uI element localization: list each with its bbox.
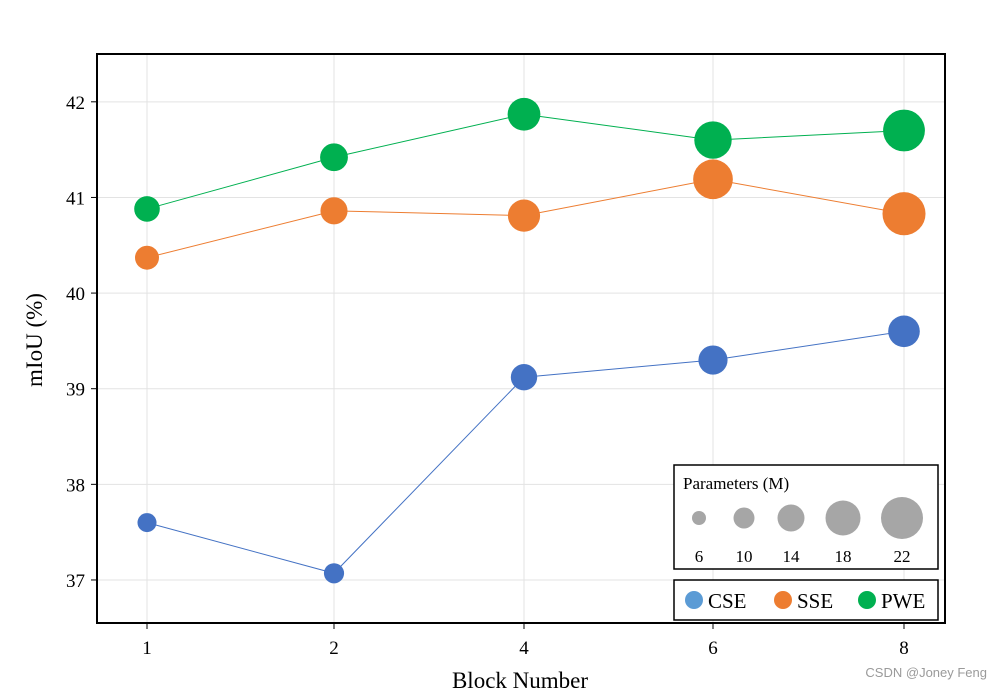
size-legend-bubble — [777, 504, 805, 532]
point-cse — [137, 513, 157, 533]
x-tick-label: 2 — [329, 638, 339, 659]
size-legend-label: 18 — [835, 547, 852, 566]
y-tick-label: 37 — [66, 571, 85, 592]
x-tick-label: 4 — [519, 638, 529, 659]
point-sse — [693, 159, 733, 200]
point-pwe — [883, 109, 925, 152]
series-layer — [134, 97, 926, 584]
point-sse — [507, 199, 541, 232]
point-pwe — [694, 121, 732, 159]
size-legend-label: 14 — [783, 547, 801, 566]
size-legend: Parameters (M) 6 10 14 18 22 — [673, 464, 939, 570]
size-legend-bubble — [692, 511, 706, 525]
legend-label-pwe: PWE — [881, 589, 925, 613]
legend-label-sse: SSE — [797, 589, 833, 613]
legend-marker-pwe — [858, 591, 876, 609]
point-cse — [698, 345, 728, 375]
point-cse — [323, 563, 345, 584]
point-pwe — [320, 143, 348, 172]
legend-label-cse: CSE — [708, 589, 747, 613]
series-legend: CSE SSE PWE — [673, 579, 939, 621]
x-tick-label: 6 — [708, 638, 718, 659]
y-tick-label: 40 — [66, 284, 85, 305]
axis-layer: 1 2 4 6 8 37 38 39 40 41 42 — [66, 93, 909, 659]
y-tick-label: 39 — [66, 380, 85, 401]
watermark: CSDN @Joney Feng — [865, 665, 987, 680]
size-legend-label: 6 — [695, 547, 704, 566]
size-legend-label: 10 — [736, 547, 753, 566]
x-tick-label: 8 — [899, 638, 909, 659]
legend-marker-cse — [685, 591, 703, 609]
y-tick-label: 42 — [66, 93, 85, 114]
point-sse — [882, 192, 926, 236]
x-tick-label: 1 — [142, 638, 152, 659]
size-legend-bubble — [825, 500, 861, 536]
legend-marker-sse — [774, 591, 792, 609]
point-pwe — [134, 196, 160, 222]
x-axis-title: Block Number — [452, 668, 588, 690]
size-legend-bubble — [733, 507, 755, 529]
y-tick-label: 38 — [66, 475, 85, 496]
y-tick-label: 41 — [66, 188, 85, 209]
point-cse — [510, 364, 538, 391]
point-sse — [320, 197, 348, 225]
size-legend-bubble — [881, 497, 923, 539]
series-legend-box — [673, 579, 939, 621]
series-legend-items: CSE SSE PWE — [685, 589, 925, 613]
point-pwe — [507, 97, 541, 131]
size-legend-title: Parameters (M) — [683, 474, 789, 493]
point-sse — [135, 245, 159, 270]
size-legend-label: 22 — [894, 547, 911, 566]
y-axis-title: mIoU (%) — [22, 293, 47, 387]
size-legend-items: 6 10 14 18 22 — [692, 497, 923, 566]
point-cse — [888, 315, 920, 348]
plot-frame — [96, 53, 946, 624]
